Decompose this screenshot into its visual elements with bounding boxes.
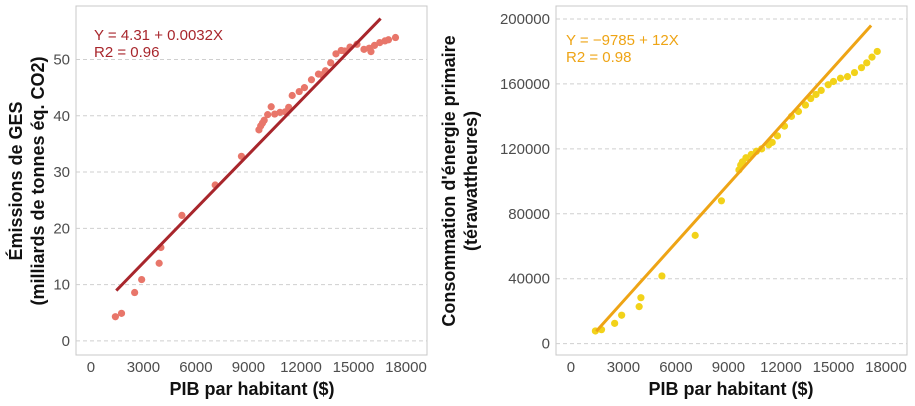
data-point (131, 288, 139, 297)
data-point (857, 64, 866, 72)
x-tick-label: 3000 (607, 359, 640, 376)
x-tick-label: 6000 (659, 359, 692, 376)
y-axis-title-line1: Consommation d'énergie primaire (439, 35, 459, 326)
y-tick-label: 80000 (508, 206, 550, 223)
x-tick-label: 15000 (813, 359, 855, 376)
y-axis-title-line2: (térawattheures) (461, 111, 481, 251)
y-tick-label: 0 (62, 333, 70, 350)
y-axis-title-line1: Émissions de GES (5, 101, 26, 260)
data-point (611, 319, 619, 327)
data-point (691, 231, 699, 239)
data-point (295, 87, 303, 96)
x-tick-label: 0 (87, 359, 95, 376)
data-point (817, 86, 825, 95)
data-point (824, 81, 832, 89)
y-axis-title-line2: (milliards de tonnes éq. CO2) (28, 56, 48, 305)
data-point (742, 154, 750, 162)
data-point (768, 138, 776, 146)
data-point (267, 103, 275, 111)
x-tick-label: 9000 (712, 359, 745, 376)
data-point (863, 59, 871, 67)
x-tick-label: 18000 (385, 359, 427, 376)
y-tick-label: 120000 (500, 141, 550, 158)
r-squared-label: R2 = 0.96 (94, 44, 159, 61)
data-point (300, 84, 309, 92)
data-point (717, 197, 726, 205)
x-axis-title: PIB par habitant ($) (169, 379, 334, 399)
y-tick-label: 50 (53, 51, 70, 68)
gridlines (556, 18, 907, 345)
data-point (384, 36, 393, 44)
data-point (117, 309, 126, 317)
regression-line (595, 24, 873, 333)
data-point (332, 50, 340, 58)
data-point (873, 47, 881, 56)
y-tick-labels: 0 10 20 30 40 50 (53, 51, 70, 349)
x-tick-label: 0 (567, 359, 575, 376)
data-point (812, 90, 820, 99)
data-point (773, 132, 782, 140)
x-tick-label: 12000 (280, 359, 322, 376)
y-tick-label: 10 (53, 277, 70, 294)
y-tick-label: 40 (53, 108, 70, 125)
regression-equation: Y = 4.31 + 0.0032X (94, 27, 223, 44)
r-squared-label: R2 = 0.98 (566, 49, 631, 66)
plot-panel-emissions (75, 5, 428, 356)
data-point (637, 294, 645, 302)
data-point (178, 211, 186, 219)
data-point (276, 108, 284, 116)
data-point (635, 303, 643, 311)
y-tick-labels: 0 40000 80000 120000 160000 200000 (500, 11, 550, 353)
data-point (288, 91, 296, 100)
x-tick-label: 3000 (127, 359, 160, 376)
data-point (829, 77, 838, 86)
y-tick-label: 0 (542, 336, 550, 353)
data-point (850, 68, 859, 77)
fit-line (595, 24, 873, 333)
y-tick-label: 30 (53, 164, 70, 181)
fit-line (115, 17, 382, 292)
data-point (155, 259, 163, 267)
y-tick-label: 40000 (508, 271, 550, 288)
y-tick-label: 200000 (500, 11, 550, 28)
data-point (260, 116, 268, 124)
x-tick-label: 6000 (179, 359, 212, 376)
data-point (868, 53, 876, 61)
x-tick-labels: 0 3000 6000 9000 12000 15000 18000 (567, 359, 907, 376)
data-point (843, 73, 852, 81)
chart-emissions: 0 3000 6000 9000 12000 15000 18000 0 10 20 30 40 50… (5, 5, 428, 399)
x-tick-labels: 0 3000 6000 9000 12000 15000 18000 (87, 359, 427, 376)
chart-energy: 0 3000 6000 9000 12000 15000 18000 0 40000 80000… (439, 5, 908, 399)
x-tick-label: 18000 (865, 359, 907, 376)
data-point (391, 33, 400, 42)
regression-equation: Y = −9785 + 12X (566, 32, 679, 49)
x-axis-title: PIB par habitant ($) (648, 379, 813, 399)
x-tick-label: 15000 (333, 359, 375, 376)
x-tick-label: 9000 (232, 359, 265, 376)
data-point (307, 76, 316, 84)
x-tick-label: 12000 (760, 359, 802, 376)
y-tick-label: 160000 (500, 76, 550, 93)
y-tick-label: 20 (53, 220, 70, 237)
data-point (327, 59, 335, 67)
regression-line (115, 17, 382, 292)
data-point (111, 313, 119, 321)
data-point (801, 101, 810, 109)
data-point (264, 111, 272, 119)
data-point (367, 47, 375, 56)
data-point (658, 272, 666, 280)
data-point (138, 275, 146, 284)
gridlines (76, 58, 427, 342)
data-point (836, 74, 845, 82)
data-point (618, 311, 626, 319)
